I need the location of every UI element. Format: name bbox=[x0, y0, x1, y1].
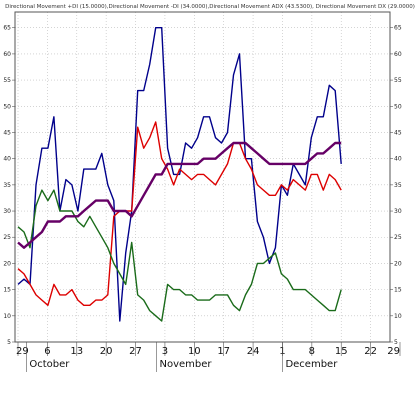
y-axis-left: 5 10 15 20 25 30 35 40 45 50 55 60 65 bbox=[3, 25, 15, 346]
y-tick-label-right: 60 bbox=[394, 51, 402, 58]
month-label: November bbox=[160, 359, 213, 370]
y-tick-label-right: 35 bbox=[394, 182, 402, 189]
y-tick-label-left: 40 bbox=[3, 156, 11, 163]
y-tick-label-left: 55 bbox=[3, 77, 11, 84]
series-line-4 bbox=[17, 141, 342, 249]
y-tick-label-right: 40 bbox=[394, 156, 402, 163]
series-line-3 bbox=[17, 189, 342, 322]
y-tick-label-right: 55 bbox=[394, 77, 402, 84]
y-tick-label-left: 15 bbox=[3, 287, 11, 294]
y-axis-right: 5 10 15 20 25 30 35 40 45 50 55 60 65 bbox=[390, 25, 402, 346]
y-tick-label-left: 60 bbox=[3, 51, 11, 58]
month-label: October bbox=[29, 359, 70, 370]
y-tick-label-right: 65 bbox=[394, 25, 402, 32]
x-tick-label: 10 bbox=[188, 346, 201, 357]
y-tick-label-right: 15 bbox=[394, 287, 402, 294]
x-tick-label: 17 bbox=[217, 346, 230, 357]
x-tick-label: 6 bbox=[44, 346, 50, 357]
y-tick-label-left: 45 bbox=[3, 129, 11, 136]
y-tick-label-left: 30 bbox=[3, 208, 11, 215]
series-line-1 bbox=[17, 27, 342, 322]
series-lines bbox=[17, 27, 342, 322]
x-tick-label: 29 bbox=[387, 346, 400, 357]
plot-area-border bbox=[14, 11, 391, 343]
y-tick-label-left: 20 bbox=[3, 260, 11, 267]
y-tick-label-left: 35 bbox=[3, 182, 11, 189]
y-tick-label-right: 25 bbox=[394, 234, 402, 241]
y-tick-label-right: 50 bbox=[394, 103, 402, 110]
x-tick-label: 24 bbox=[247, 346, 260, 357]
y-tick-label-right: 5 bbox=[394, 339, 398, 346]
y-tick-label-left: 10 bbox=[3, 313, 11, 320]
x-tick-label: 13 bbox=[70, 346, 83, 357]
x-tick-label: 3 bbox=[162, 346, 168, 357]
series-line-2 bbox=[17, 121, 342, 306]
chart-title: Directional Movement +DI (15.0000),Direc… bbox=[5, 4, 415, 10]
y-tick-label-left: 65 bbox=[3, 25, 11, 32]
y-tick-label-right: 45 bbox=[394, 129, 402, 136]
y-tick-label-left: 5 bbox=[7, 339, 11, 346]
y-tick-label-right: 20 bbox=[394, 260, 402, 267]
x-tick-label: 8 bbox=[309, 346, 315, 357]
x-tick-label: 22 bbox=[364, 346, 377, 357]
y-tick-label-left: 25 bbox=[3, 234, 11, 241]
x-tick-label: 20 bbox=[100, 346, 113, 357]
x-tick-label: 15 bbox=[335, 346, 348, 357]
y-tick-label-right: 30 bbox=[394, 208, 402, 215]
x-tick-label: 27 bbox=[129, 346, 142, 357]
y-tick-label-right: 10 bbox=[394, 313, 402, 320]
month-label: December bbox=[285, 359, 338, 370]
y-tick-label-left: 50 bbox=[3, 103, 11, 110]
x-tick-label: 29 bbox=[16, 346, 29, 357]
